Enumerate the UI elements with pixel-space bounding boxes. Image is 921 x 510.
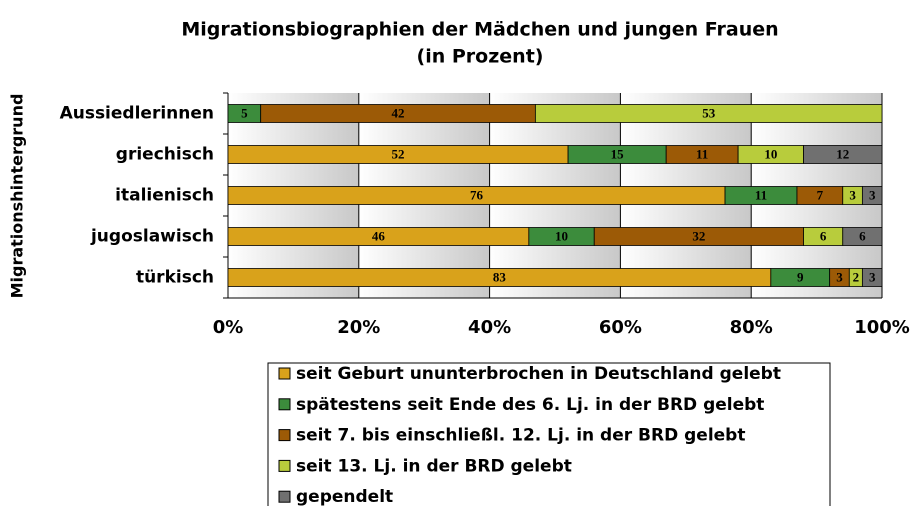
y-tick-label: Aussiedlerinnen (60, 104, 214, 124)
value-label: 52 (392, 146, 405, 161)
value-label: 10 (764, 146, 777, 161)
value-label: 11 (696, 146, 708, 161)
chart-title: Migrationsbiographien der Mädchen und ju… (181, 19, 778, 41)
x-tick-label: 60% (599, 317, 642, 338)
y-tick-label: griechisch (116, 145, 214, 165)
legend (267, 362, 831, 510)
bar-segment (861, 268, 883, 287)
value-label: 6 (859, 228, 866, 243)
legend-swatch (278, 398, 291, 411)
bar-segment (861, 186, 883, 205)
legend-swatch (278, 367, 291, 380)
value-label: 76 (470, 187, 484, 202)
value-label: 3 (869, 187, 876, 202)
value-label: 53 (702, 105, 716, 120)
legend-swatch (278, 429, 291, 442)
value-label: 32 (692, 228, 705, 243)
x-tick-label: 80% (730, 317, 773, 338)
legend-swatch (278, 459, 291, 472)
value-label: 3 (849, 187, 856, 202)
bar-segment (842, 227, 883, 246)
value-label: 46 (372, 228, 386, 243)
bar-segment (803, 145, 883, 164)
value-label: 7 (817, 187, 824, 202)
x-tick-label: 20% (337, 317, 380, 338)
value-label: 9 (797, 269, 804, 284)
bar-segment (534, 104, 883, 123)
value-label: 12 (836, 146, 849, 161)
legend-label: gependelt (296, 487, 393, 506)
value-label: 42 (392, 105, 405, 120)
legend-label: seit 7. bis einschließl. 12. Lj. in der … (296, 426, 745, 446)
y-axis-label: Migrationshintergrund (8, 94, 27, 299)
chart-subtitle: (in Prozent) (417, 46, 544, 68)
legend-label: seit Geburt ununterbrochen in Deutschlan… (296, 364, 781, 384)
value-label: 10 (555, 228, 568, 243)
value-label: 15 (611, 146, 625, 161)
value-label: 11 (755, 187, 767, 202)
value-label: 6 (820, 228, 827, 243)
legend-label: seit 13. Lj. in der BRD gelebt (296, 456, 572, 476)
y-tick-label: italienisch (115, 186, 214, 206)
value-label: 5 (241, 105, 248, 120)
y-tick-label: türkisch (136, 268, 214, 288)
value-label: 3 (836, 269, 843, 284)
value-label: 2 (853, 269, 860, 284)
value-label: 83 (493, 269, 507, 284)
x-tick-label: 40% (468, 317, 511, 338)
legend-label: spätestens seit Ende des 6. Lj. in der B… (296, 395, 764, 415)
x-tick-label: 100% (854, 317, 910, 338)
value-label: 3 (869, 269, 876, 284)
x-tick-label: 0% (213, 317, 244, 338)
y-tick-label: jugoslawisch (90, 227, 214, 247)
legend-swatch (278, 490, 291, 503)
